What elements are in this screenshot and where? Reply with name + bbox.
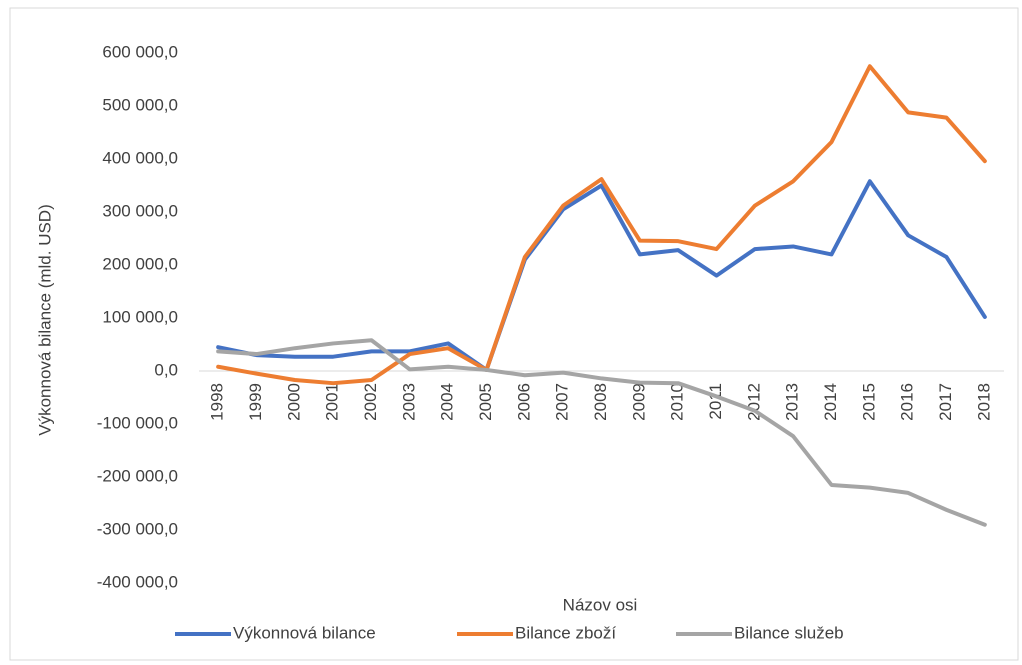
y-tick-label: -400 000,0 [97,572,178,591]
y-tick-label: 300 000,0 [102,201,178,220]
y-tick-label: -300 000,0 [97,519,178,538]
x-tick-label: 1999 [246,383,265,421]
legend-label: Bilance služeb [734,623,844,642]
y-tick-label: -200 000,0 [97,466,178,485]
series-line [216,179,987,372]
x-axis-label: Názov osi [563,595,638,614]
x-tick-label: 2000 [284,383,303,421]
x-tick-label: 2005 [476,383,495,421]
y-tick-label: 0,0 [154,360,178,379]
x-tick-label: 2003 [399,383,418,421]
y-tick-label: 200 000,0 [102,254,178,273]
chart-frame [9,7,1019,661]
x-tick-label: 2009 [629,383,648,421]
series-line [216,64,987,386]
x-tick-label: 2014 [821,383,840,421]
x-tick-label: 2016 [898,383,917,421]
y-axis-label: Výkonnová bilance (mld. USD) [35,204,54,435]
x-tick-label: 2002 [361,383,380,421]
x-tick-label: 2011 [706,383,725,420]
y-tick-label: 100 000,0 [102,307,178,326]
x-tick-label: 2001 [323,383,342,421]
series-line [216,338,987,527]
y-tick-label: 400 000,0 [102,148,178,167]
x-tick-label: 2007 [553,383,572,421]
legend-label: Výkonnová bilance [233,623,376,642]
y-tick-label: 500 000,0 [102,95,178,114]
x-tick-label: 2008 [591,383,610,421]
x-tick-label: 2013 [783,383,802,421]
x-tick-label: 2004 [438,383,457,421]
legend-label: Bilance zboží [515,623,616,642]
x-tick-label: 1998 [208,383,227,421]
y-tick-label: 600 000,0 [102,42,178,61]
y-tick-label: -100 000,0 [97,413,178,432]
x-tick-label: 2017 [936,383,955,421]
x-tick-label: 2010 [668,383,687,421]
x-tick-label: 2015 [859,383,878,421]
x-tick-label: 2018 [974,383,993,421]
x-tick-label: 2006 [514,383,533,421]
